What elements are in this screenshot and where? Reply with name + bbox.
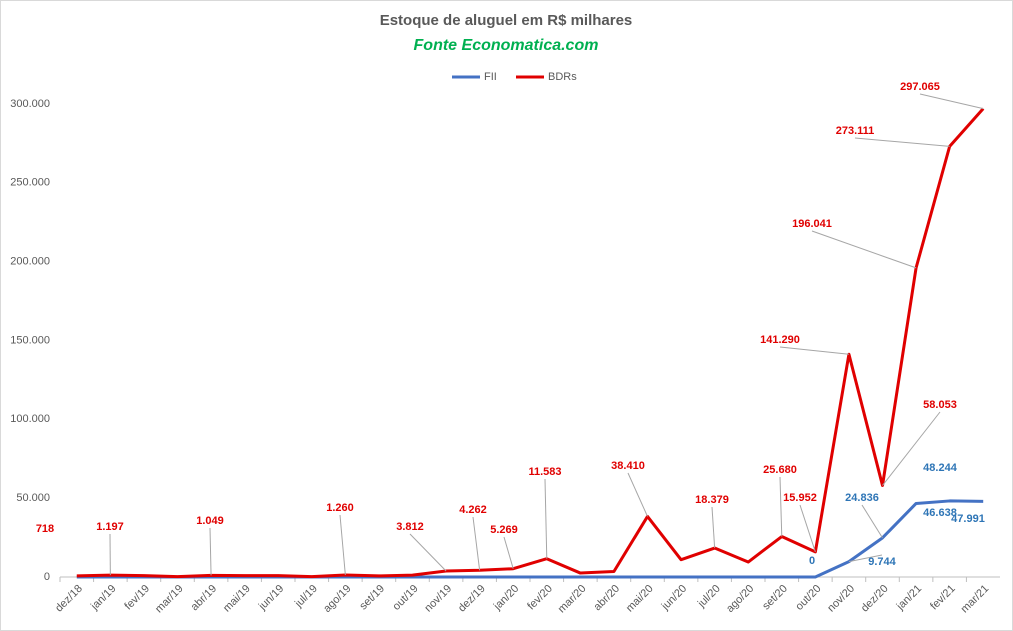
leader-line [848,554,883,563]
leader-line [503,536,514,569]
leader-line [544,478,548,559]
y-tick-label: 150.000 [10,334,50,346]
series-line [76,107,985,579]
y-tick-label: 0 [44,571,50,583]
leader-line [779,476,783,537]
data-label: 9.744 [868,556,896,568]
data-label: 46.638 [923,507,957,519]
chart-title: Estoque de aluguel em R$ milhares [380,12,633,29]
data-label: 297.065 [900,81,940,93]
leader-line [861,504,883,539]
leader-line [919,93,984,110]
data-label: 4.262 [459,504,487,516]
leader-line [209,527,212,576]
data-label: 3.812 [396,521,424,533]
y-tick-label: 50.000 [16,492,50,504]
chart-subtitle: Fonte Economatica.com [414,37,599,54]
data-label: 11.583 [528,466,561,478]
leader-line [627,472,648,517]
data-label: 196.041 [792,218,832,230]
leader-line [854,137,950,147]
y-tick-label: 300.000 [10,98,50,110]
data-label: 15.952 [783,492,817,504]
data-label: 273.111 [836,125,875,137]
data-label: 18.379 [695,494,729,506]
legend-label: FII [484,71,497,83]
data-label: 58.053 [923,399,957,411]
leader-line [339,514,346,576]
legend-label: BDRs [548,71,577,83]
data-label: 47.991 [951,513,985,525]
data-label: 141.290 [760,334,800,346]
data-label: 48.244 [923,462,958,474]
y-tick-label: 200.000 [10,256,50,268]
y-tick-label: 250.000 [10,177,50,189]
data-label: 38.410 [611,460,645,472]
data-label: 1.197 [96,521,124,533]
leader-line [779,346,849,355]
leader-line [799,504,816,553]
data-label: 1.049 [196,515,224,527]
data-label: 718 [36,523,54,535]
leader-line [409,533,447,572]
data-label: 5.269 [490,524,518,536]
series-line [76,499,984,579]
data-label: 0 [809,555,815,567]
leader-line [711,506,716,549]
leader-line [882,411,941,486]
y-tick-label: 100.000 [10,413,50,425]
leader-line [811,230,917,269]
data-label: 25.680 [763,464,797,476]
leader-line [472,516,481,571]
data-label: 1.260 [326,502,354,514]
data-label: 24.836 [845,492,879,504]
